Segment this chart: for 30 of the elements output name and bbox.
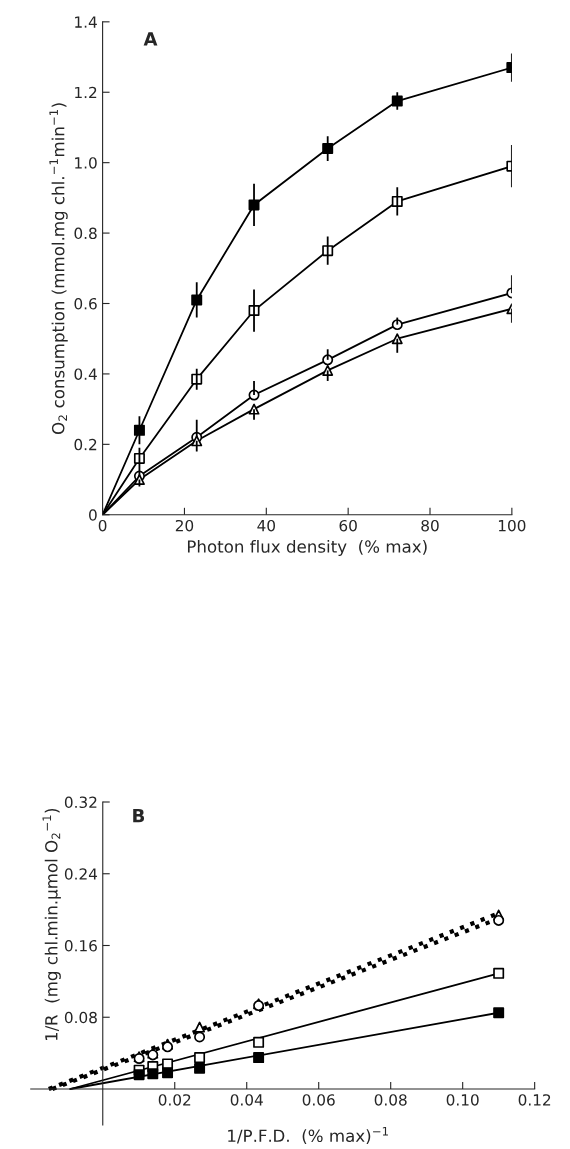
x-tick-label: 20 xyxy=(175,519,194,532)
x-tick-label: 80 xyxy=(421,519,439,532)
chart-title: A xyxy=(143,32,158,46)
x-tick-label: 0.02 xyxy=(158,1094,191,1106)
x-tick-label: 0 xyxy=(98,519,107,532)
y-axis-title: O$_{2}$ consumption (mmol.mg chl.$^{−1}$min$^{−1}$) xyxy=(49,103,68,434)
x-tick-label: 0.04 xyxy=(230,1094,263,1106)
x-tick-label: 0.08 xyxy=(374,1094,407,1106)
y-tick-label: 0.8 xyxy=(74,227,97,240)
y-tick-label: 1.0 xyxy=(75,157,97,169)
y-tick-label: 1.4 xyxy=(75,16,97,28)
y-tick-label: 0.32 xyxy=(64,796,97,809)
y-tick-label: 0.16 xyxy=(64,939,97,952)
x-axis-title: Photon flux density (% max) xyxy=(187,539,427,557)
x-tick-label: 0.12 xyxy=(518,1094,551,1106)
y-tick-label: 0 xyxy=(89,509,97,521)
x-tick-label: 100 xyxy=(498,519,526,532)
x-tick-label: 0.06 xyxy=(302,1094,335,1106)
y-tick-label: 0.24 xyxy=(64,868,98,880)
chart-title: B xyxy=(133,809,145,823)
x-tick-label: 60 xyxy=(339,519,357,532)
y-tick-label: 1.2 xyxy=(75,86,97,99)
y-axis-title: 1/R (mg chl.min.μmol O$_{2}$$^{−1}$) xyxy=(42,808,61,1041)
y-tick-label: 0.08 xyxy=(64,1011,97,1024)
x-axis-title: 1/P.F.D. (% max)$^{−1}$ xyxy=(228,1126,388,1145)
x-tick-label: 0.10 xyxy=(446,1094,479,1106)
x-tick-label: 40 xyxy=(257,519,276,532)
y-tick-label: 0.4 xyxy=(74,368,97,380)
y-tick-label: 0.6 xyxy=(74,297,97,310)
y-tick-label: 0.2 xyxy=(74,438,97,451)
